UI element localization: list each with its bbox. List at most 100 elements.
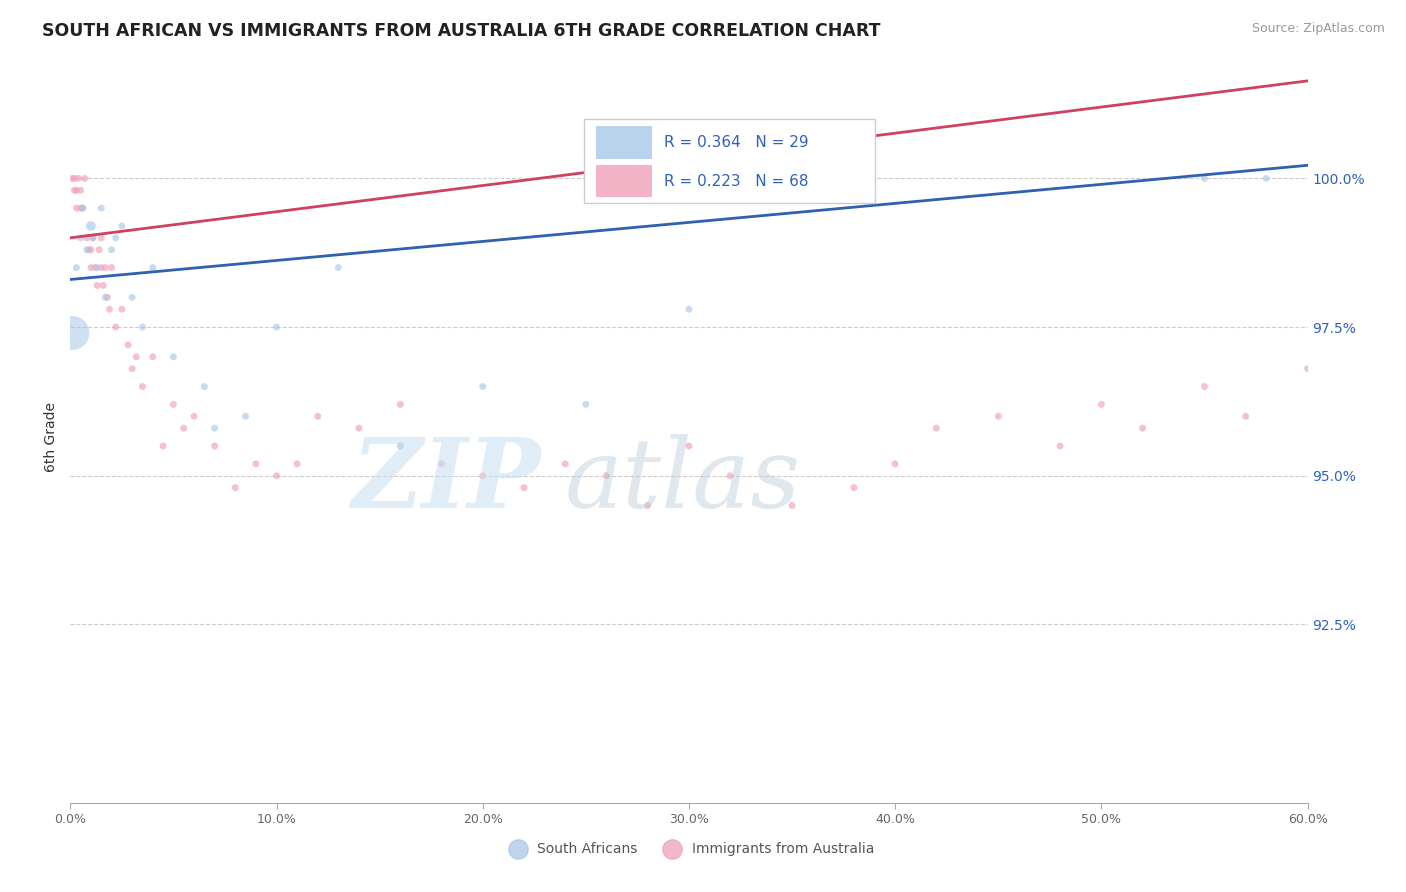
Point [90, 260, 112, 275]
Point [65, 183, 87, 197]
Point [73, 171, 96, 186]
Point [1337, 379, 1360, 393]
Point [285, 457, 308, 471]
Point [91, 278, 114, 293]
Point [69, 201, 91, 215]
Point [266, 468, 288, 483]
Text: R = 0.364   N = 29: R = 0.364 N = 29 [664, 135, 808, 150]
Point [204, 439, 226, 453]
Point [266, 320, 288, 334]
FancyBboxPatch shape [596, 127, 652, 159]
Point [65, 260, 87, 275]
Point [63, 183, 86, 197]
Point [82, 231, 104, 245]
Point [65, 201, 87, 215]
Point [98, 302, 121, 317]
Text: SOUTH AFRICAN VS IMMIGRANTS FROM AUSTRALIA 6TH GRADE CORRELATION CHART: SOUTH AFRICAN VS IMMIGRANTS FROM AUSTRAL… [42, 22, 880, 40]
Point [125, 350, 148, 364]
Point [82, 231, 104, 245]
Point [76, 231, 98, 245]
Point [131, 379, 153, 393]
Point [1049, 439, 1071, 453]
Point [678, 439, 700, 453]
Point [84, 260, 107, 275]
Point [111, 219, 134, 233]
Point [86, 260, 108, 275]
Point [595, 468, 617, 483]
Point [1256, 171, 1278, 186]
Point [1399, 350, 1406, 364]
Point [554, 457, 576, 471]
Point [142, 350, 165, 364]
Point [1194, 379, 1216, 393]
Point [86, 278, 108, 293]
Point [90, 231, 112, 245]
Text: atlas: atlas [565, 434, 801, 528]
Point [77, 243, 100, 257]
Point [678, 302, 700, 317]
Point [1090, 397, 1112, 411]
Point [513, 481, 536, 495]
Text: R = 0.223   N = 68: R = 0.223 N = 68 [664, 174, 808, 188]
Point [80, 260, 103, 275]
Point [637, 499, 659, 513]
Point [60, 326, 83, 340]
Point [173, 421, 195, 435]
Point [925, 421, 948, 435]
Point [111, 302, 134, 317]
Point [842, 481, 865, 495]
Point [224, 481, 246, 495]
Point [718, 468, 741, 483]
Point [430, 457, 453, 471]
Point [389, 397, 412, 411]
Point [884, 457, 907, 471]
Point [131, 320, 153, 334]
Point [1132, 421, 1154, 435]
Point [67, 171, 90, 186]
Point [117, 338, 139, 352]
Point [471, 468, 494, 483]
Point [307, 409, 329, 424]
Point [1194, 171, 1216, 186]
Point [1234, 409, 1257, 424]
Point [204, 421, 226, 435]
Point [96, 290, 118, 304]
Point [72, 201, 94, 215]
Point [235, 409, 257, 424]
Point [104, 320, 127, 334]
Point [1296, 361, 1319, 376]
Point [104, 231, 127, 245]
Point [328, 260, 350, 275]
Point [94, 290, 117, 304]
Point [142, 260, 165, 275]
Point [987, 409, 1010, 424]
Point [60, 171, 83, 186]
Point [121, 290, 143, 304]
Point [162, 397, 184, 411]
Point [90, 201, 112, 215]
Point [162, 350, 184, 364]
Point [69, 183, 91, 197]
Point [471, 379, 494, 393]
Point [183, 409, 205, 424]
Point [94, 260, 117, 275]
Point [63, 171, 86, 186]
Point [245, 457, 267, 471]
Point [76, 243, 98, 257]
Point [72, 201, 94, 215]
Point [575, 397, 598, 411]
Point [100, 260, 122, 275]
Text: ZIP: ZIP [352, 434, 540, 528]
Point [347, 421, 370, 435]
Point [780, 499, 803, 513]
Point [80, 219, 103, 233]
FancyBboxPatch shape [596, 165, 652, 197]
Point [100, 243, 122, 257]
Point [69, 231, 91, 245]
Point [152, 439, 174, 453]
Point [389, 439, 412, 453]
Point [193, 379, 215, 393]
Point [89, 243, 111, 257]
Legend: South Africans, Immigrants from Australia: South Africans, Immigrants from Australi… [498, 837, 880, 862]
Point [80, 243, 103, 257]
